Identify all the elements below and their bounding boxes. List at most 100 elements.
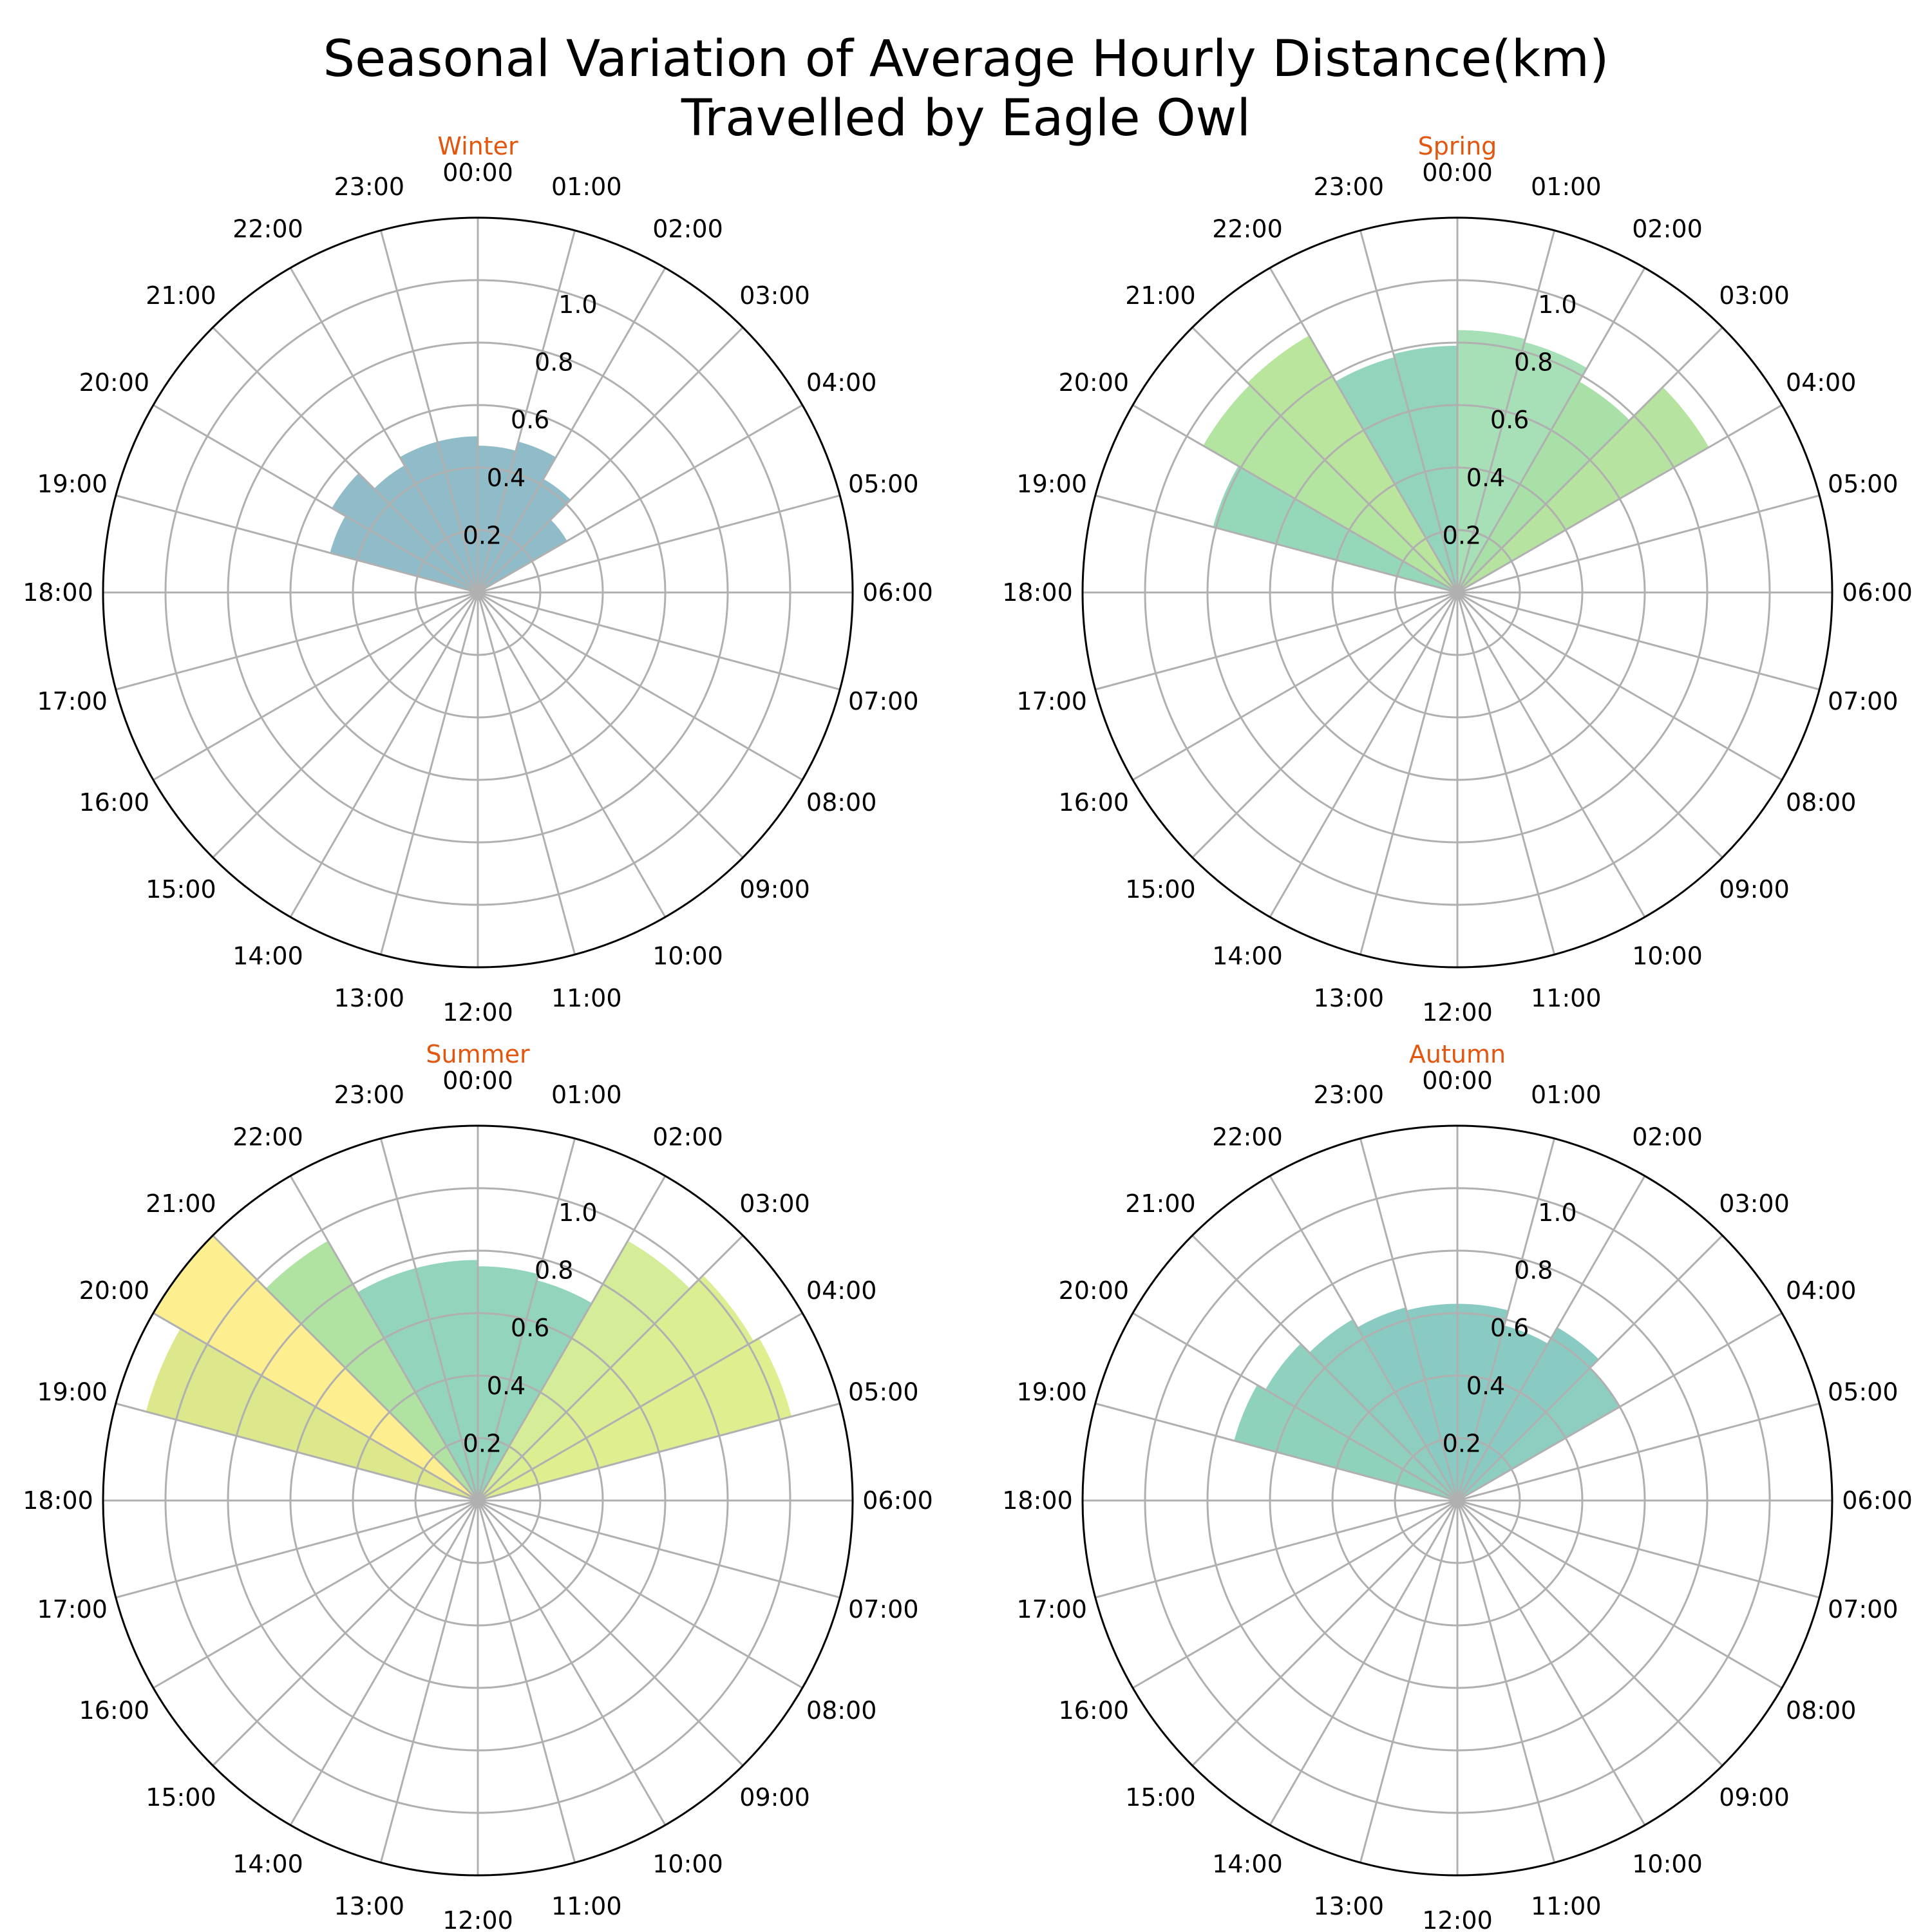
- hour-label: 23:00: [334, 173, 404, 201]
- bar-01:00: [478, 441, 556, 592]
- angular-gridline-4: [477, 404, 803, 594]
- hour-label: 15:00: [1125, 875, 1196, 904]
- hour-label: 14:00: [1212, 1850, 1283, 1879]
- hour-label: 10:00: [652, 1850, 723, 1879]
- angular-gridline-20: [153, 404, 478, 594]
- figure-title-line-2: Travelled by Eagle Owl: [681, 90, 1251, 147]
- angular-gridline-10: [477, 1500, 667, 1826]
- angular-gridline-9: [1456, 1499, 1723, 1766]
- angular-gridline-5: [1457, 494, 1820, 594]
- hour-label: 09:00: [1719, 1783, 1790, 1812]
- angular-gridline-11: [1456, 1500, 1556, 1863]
- bar-02:00: [478, 478, 571, 592]
- angular-gridline-16: [153, 1499, 478, 1689]
- r-tick-label: 0.8: [535, 348, 573, 377]
- polar-panel-spring: 0.2 0.4 0.6 0.8 1.0 00:00 01:00 02:00 03:00 04:00…: [1002, 132, 1913, 1027]
- bar-20:00: [1203, 384, 1457, 592]
- hour-label: 22:00: [1212, 214, 1283, 243]
- angular-gridline-1: [1456, 230, 1556, 593]
- angular-gridline-8: [477, 1499, 803, 1689]
- bar-20:00: [332, 473, 478, 592]
- angular-gridline-14: [289, 1500, 479, 1826]
- hour-label: 11:00: [551, 1892, 622, 1920]
- bar-03:00: [1457, 387, 1709, 592]
- bar-22:00: [1357, 1307, 1457, 1501]
- hour-label: 21:00: [1125, 1189, 1196, 1218]
- polar-frame: [102, 1124, 854, 1877]
- angular-gridline-23: [1359, 230, 1459, 593]
- hour-label: 13:00: [1313, 1892, 1384, 1920]
- r-tick-label: 0.8: [1514, 348, 1553, 377]
- hour-label: 10:00: [652, 942, 723, 971]
- angular-gridline-23: [379, 1138, 479, 1501]
- hour-label: 07:00: [1828, 687, 1899, 715]
- bar-20:00: [153, 1235, 478, 1501]
- angular-gridline-10: [477, 592, 667, 918]
- panel-title: Spring: [1418, 132, 1497, 160]
- hour-label: 01:00: [1531, 1081, 1602, 1109]
- angular-gridline-3: [477, 1235, 744, 1502]
- r-tick-label: 0.8: [535, 1256, 573, 1285]
- r-tick-label: 0.4: [487, 1372, 526, 1400]
- angular-gridline-5: [477, 494, 840, 594]
- hour-label: 21:00: [146, 1189, 216, 1218]
- bar-01:00: [1457, 1325, 1548, 1501]
- bar-22:00: [357, 1268, 478, 1501]
- angular-gridline-2: [477, 267, 667, 593]
- hour-label: 17:00: [1016, 687, 1087, 715]
- hour-label: 09:00: [1719, 875, 1790, 904]
- hour-label: 05:00: [848, 469, 919, 498]
- angular-gridline-1: [477, 230, 576, 593]
- hour-label: 19:00: [37, 469, 108, 498]
- angular-gridline-2: [477, 1175, 667, 1501]
- angular-gridline-8: [1457, 1499, 1783, 1689]
- hour-label: 07:00: [1828, 1595, 1899, 1624]
- hour-label: 14:00: [232, 942, 303, 971]
- r-tick-label: 0.4: [487, 464, 526, 492]
- bar-22:00: [1335, 357, 1457, 592]
- angular-gridline-7: [477, 1499, 840, 1599]
- hour-label: 01:00: [1531, 173, 1602, 201]
- hour-label: 13:00: [334, 1892, 404, 1920]
- hour-label: 20:00: [79, 368, 150, 397]
- angular-gridline-14: [1269, 592, 1459, 918]
- angular-gridline-4: [477, 1312, 803, 1502]
- angular-gridline-9: [477, 1499, 744, 1766]
- angular-gridline-13: [379, 592, 479, 955]
- hour-label: 03:00: [1719, 1189, 1790, 1218]
- angular-gridline-19: [1095, 494, 1458, 594]
- r-tick-label: 0.2: [1443, 1429, 1481, 1457]
- panel-title: Winter: [437, 132, 518, 160]
- hour-label: 08:00: [1786, 1696, 1857, 1725]
- angular-gridline-3: [1456, 1235, 1723, 1502]
- hour-label: 08:00: [806, 788, 877, 817]
- hour-label: 12:00: [1422, 1906, 1493, 1932]
- angular-gridline-13: [1359, 1500, 1459, 1863]
- hour-label: 18:00: [23, 578, 93, 607]
- bar-02:00: [1457, 1327, 1599, 1501]
- angular-gridline-14: [289, 592, 479, 918]
- angular-gridline-19: [115, 494, 478, 594]
- angular-gridline-15: [212, 1499, 479, 1766]
- hour-label: 02:00: [652, 1122, 723, 1151]
- hour-label: 17:00: [37, 687, 108, 715]
- hour-label: 01:00: [551, 1081, 622, 1109]
- bar-03:00: [478, 1275, 754, 1501]
- hour-label: 16:00: [79, 1696, 150, 1725]
- hour-label: 12:00: [442, 998, 513, 1027]
- hour-label: 10:00: [1632, 942, 1703, 971]
- hour-label: 15:00: [146, 875, 216, 904]
- hour-label: 05:00: [1828, 469, 1899, 498]
- angular-gridline-15: [1191, 1499, 1459, 1766]
- polar-frame: [1081, 1124, 1833, 1877]
- hour-label: 06:00: [862, 1486, 933, 1515]
- r-tick-label: 0.6: [511, 406, 549, 434]
- polar-frame: [1081, 216, 1833, 969]
- hour-label: 03:00: [739, 1189, 810, 1218]
- r-tick-label: 0.4: [1466, 1372, 1505, 1400]
- r-tick-label: 0.4: [1466, 464, 1505, 492]
- hour-label: 21:00: [146, 281, 216, 310]
- hour-label: 20:00: [1059, 368, 1130, 397]
- hour-label: 09:00: [739, 875, 810, 904]
- hour-label: 04:00: [806, 1276, 877, 1305]
